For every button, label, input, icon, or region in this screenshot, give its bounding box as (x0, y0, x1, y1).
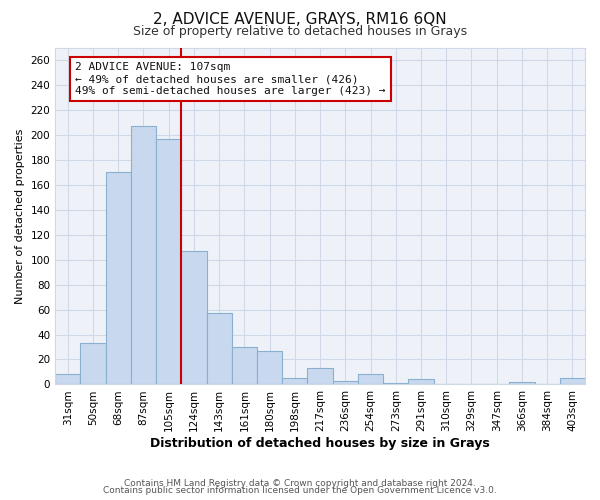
X-axis label: Distribution of detached houses by size in Grays: Distribution of detached houses by size … (150, 437, 490, 450)
Bar (332, 380, 358, 384)
Bar (181, 251, 206, 384)
Text: Contains HM Land Registry data © Crown copyright and database right 2024.: Contains HM Land Registry data © Crown c… (124, 478, 476, 488)
Bar (509, 382, 535, 384)
Bar (257, 351, 282, 384)
Text: 2 ADVICE AVENUE: 107sqm
← 49% of detached houses are smaller (426)
49% of semi-d: 2 ADVICE AVENUE: 107sqm ← 49% of detache… (76, 62, 386, 96)
Bar (409, 380, 434, 384)
Bar (55, 374, 80, 384)
Bar (560, 378, 585, 384)
Bar (206, 314, 232, 384)
Bar (358, 374, 383, 384)
Text: Size of property relative to detached houses in Grays: Size of property relative to detached ho… (133, 25, 467, 38)
Text: 2, ADVICE AVENUE, GRAYS, RM16 6QN: 2, ADVICE AVENUE, GRAYS, RM16 6QN (153, 12, 447, 28)
Y-axis label: Number of detached properties: Number of detached properties (15, 128, 25, 304)
Bar (383, 383, 409, 384)
Bar (307, 368, 332, 384)
Bar (80, 344, 106, 384)
Bar (282, 378, 307, 384)
Text: Contains public sector information licensed under the Open Government Licence v3: Contains public sector information licen… (103, 486, 497, 495)
Bar (232, 347, 257, 385)
Bar (156, 138, 181, 384)
Bar (131, 126, 156, 384)
Bar (106, 172, 131, 384)
